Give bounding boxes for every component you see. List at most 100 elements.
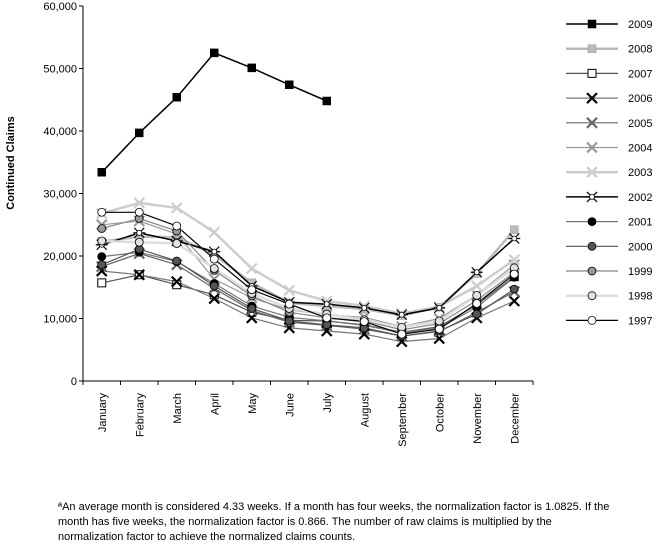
- x-axis-ticks: January February March April May June July Augu…: [82, 381, 534, 447]
- data-point-2000: [509, 284, 519, 294]
- x-tick-label: September: [397, 393, 409, 447]
- legend-marker-2006: [586, 92, 598, 104]
- x-tick-label: February: [134, 393, 146, 438]
- x-tick-label: November: [472, 393, 484, 444]
- data-point-2002-center: [473, 269, 480, 276]
- data-point-2003: [470, 280, 483, 292]
- data-point-2003: [170, 202, 183, 214]
- data-point-1997: [397, 329, 407, 339]
- data-point-2002-center: [323, 301, 330, 308]
- series-line-1998: [101, 239, 516, 329]
- data-point-2009: [247, 63, 256, 73]
- legend-marker-2008: [587, 44, 597, 53]
- legend-marker-1998: [587, 291, 597, 301]
- series-line-1997: [101, 211, 515, 335]
- data-point-2009: [210, 48, 219, 58]
- chart-legend: 2009 2008 2007 2006 2005 2004 2003 2002 2001 2000…: [566, 19, 652, 327]
- data-point-1997: [247, 285, 257, 295]
- legend-label-2008: 2008: [628, 44, 652, 56]
- legend-marker-2004: [586, 141, 598, 154]
- data-point-1998: [172, 239, 182, 248]
- series-line-2003: [101, 201, 516, 315]
- data-point-1997: [172, 221, 182, 231]
- data-point-2006: [208, 292, 221, 305]
- data-point-2002-center: [136, 229, 143, 236]
- data-point-1997: [472, 299, 482, 308]
- data-point-2006: [170, 275, 183, 288]
- series-lines: [101, 52, 516, 343]
- x-tick-label: December: [509, 393, 521, 444]
- legend-label-2007: 2007: [628, 68, 652, 80]
- x-tick-label: July: [322, 393, 334, 413]
- legend-label-1999: 1999: [628, 266, 652, 278]
- legend-label-2001: 2001: [628, 217, 652, 229]
- data-point-1997: [509, 269, 519, 279]
- data-point-2001: [97, 252, 107, 262]
- data-point-2000: [472, 309, 482, 319]
- series-line-2000: [101, 248, 515, 337]
- data-point-2008: [510, 225, 519, 234]
- x-tick-label: March: [172, 393, 184, 424]
- data-point-2009: [285, 80, 294, 89]
- x-tick-label: August: [359, 393, 371, 427]
- series-line-1999: [101, 217, 515, 331]
- data-point-2000: [247, 304, 257, 313]
- data-point-2009: [97, 168, 106, 177]
- x-tick-label: April: [209, 393, 221, 415]
- data-point-1997: [97, 207, 107, 217]
- series-line-2007: [101, 274, 515, 333]
- data-point-2002-center: [361, 304, 368, 311]
- legend-marker-2000: [587, 241, 597, 251]
- legend-label-1998: 1998: [628, 291, 652, 303]
- data-point-2006: [508, 295, 521, 307]
- legend-label-2004: 2004: [628, 143, 652, 155]
- x-tick-label: January: [97, 393, 109, 433]
- y-tick-label: 50,000: [43, 64, 77, 76]
- data-point-2002-center: [398, 311, 405, 318]
- x-tick-label: June: [284, 393, 296, 417]
- data-point-1998: [134, 237, 144, 247]
- data-point-2009: [322, 96, 331, 106]
- data-point-2006: [358, 328, 371, 340]
- y-tick-label: 60,000: [43, 1, 77, 13]
- data-point-1997: [209, 254, 219, 264]
- data-point-1998: [472, 290, 482, 300]
- data-point-2000: [172, 256, 182, 266]
- y-tick-label: 30,000: [43, 189, 77, 201]
- data-point-2002-center: [436, 304, 443, 311]
- legend-marker-1997: [587, 315, 597, 325]
- data-point-2003: [245, 262, 258, 275]
- data-point-1997: [284, 299, 294, 309]
- data-point-1998: [434, 316, 444, 326]
- data-point-2000: [209, 281, 219, 291]
- data-point-2003: [208, 226, 221, 239]
- y-tick-label: 0: [71, 376, 77, 388]
- legend-marker-2001: [587, 217, 597, 227]
- legend-marker-2002-center: [589, 193, 595, 200]
- legend-marker-1999: [587, 266, 597, 276]
- x-tick-label: May: [247, 393, 259, 414]
- y-tick-label: 40,000: [43, 126, 77, 138]
- data-point-2000: [97, 260, 107, 270]
- data-point-2003: [283, 284, 296, 297]
- x-tick-label: October: [434, 393, 446, 432]
- y-axis-ticks: 0 10,000 20,000 30,000 40,000 50,000 60,000: [43, 1, 83, 388]
- data-point-2003: [508, 253, 521, 266]
- legend-label-2006: 2006: [628, 93, 652, 105]
- data-point-2002-center: [511, 235, 518, 242]
- legend-marker-2007: [587, 68, 597, 78]
- data-point-2009: [135, 128, 144, 138]
- legend-label-2009: 2009: [628, 19, 652, 31]
- y-tick-label: 10,000: [43, 314, 77, 326]
- series-line-2002: [101, 232, 515, 316]
- legend-marker-2009: [587, 19, 597, 29]
- legend-label-1997: 1997: [628, 315, 652, 327]
- data-point-2009: [172, 93, 181, 102]
- legend-label-2002: 2002: [628, 192, 652, 204]
- y-tick-label: 20,000: [43, 251, 77, 263]
- data-point-1997: [322, 313, 332, 323]
- data-point-1998: [97, 236, 107, 246]
- data-point-2007: [97, 278, 107, 288]
- plot-area: 0 10,000 20,000 30,000 40,000 50,000 60,000 Ja…: [43, 1, 534, 447]
- footnote: ªAn average month is considered 4.33 wee…: [58, 501, 610, 543]
